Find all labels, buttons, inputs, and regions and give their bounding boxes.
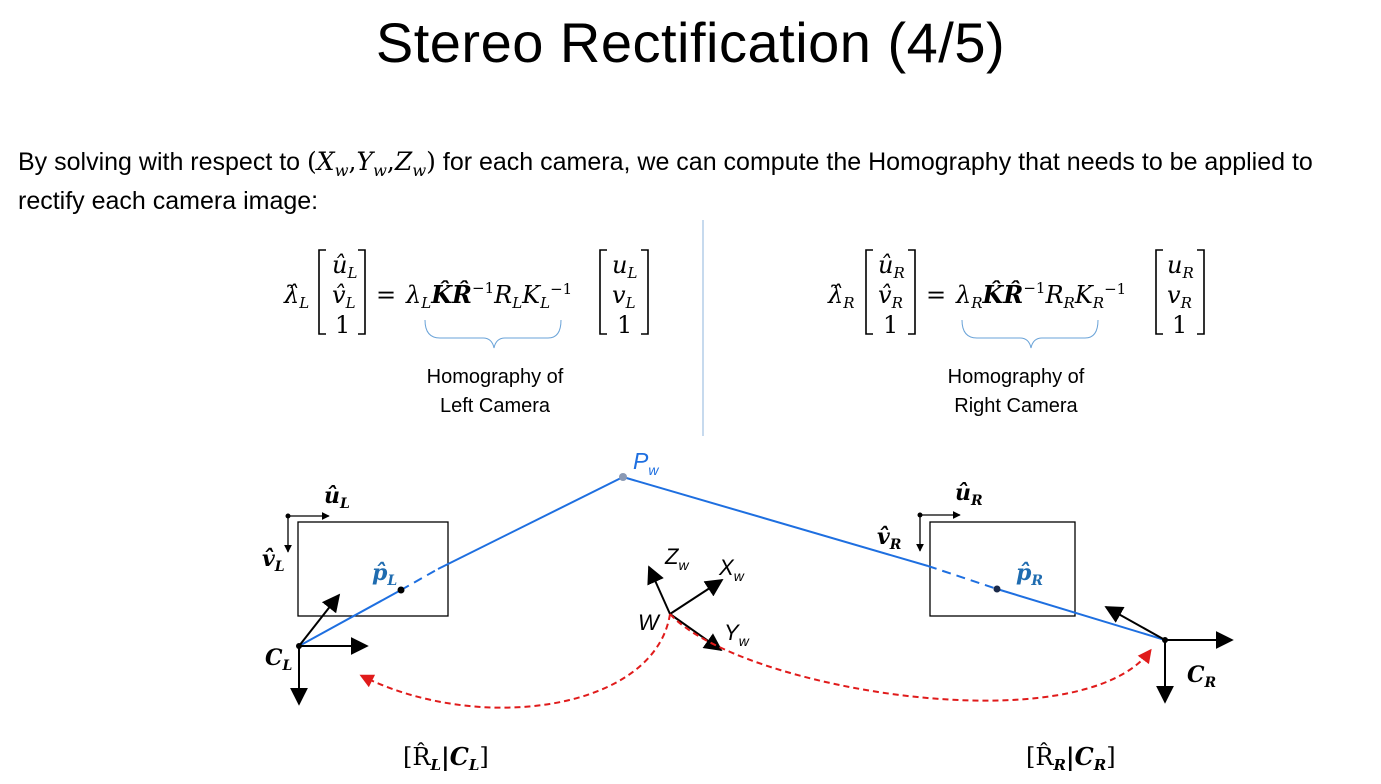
left-bracket2-open [599,249,607,335]
world-origin-label: W [638,610,661,635]
right-vec-hat-v: v̂R [878,281,903,312]
right-equals: = [926,281,946,309]
left-vec-u: uL [612,251,637,282]
right-pose-label: [R̂R|CR] [1026,742,1116,774]
left-vec-hat-one: 1 [335,311,350,339]
right-ray-dashed [927,565,998,590]
left-bracket-close [358,249,366,335]
right-v-label: v̂R [877,524,901,553]
right-homography-terms: λRK̂R̂−1RRKR−1 [955,279,1126,312]
right-vec-hat-u: ûR [878,251,905,282]
right-homography-caption: Homography of Right Camera [916,363,1116,421]
right-vec-hat-one: 1 [883,311,898,339]
right-caption-line2: Right Camera [954,395,1078,417]
right-pose-curve [669,613,1152,702]
left-homography-equation: λ̂L ûL v̂L 1 = λLK̂R̂−1RLKL−1 uL vL 1 [283,249,649,339]
world-point-marker [619,473,627,481]
left-u-label: ûL [324,483,350,512]
right-ray-solid-outer [622,476,929,567]
world-point-label: Pw [633,448,659,478]
slide-title: Stereo Rectification (4/5) [375,11,1006,74]
left-caption-line1: Homography of [426,366,564,388]
intro-tuple-open: ( [307,147,317,176]
left-caption-line2: Left Camera [439,395,551,417]
right-image-plane [929,521,1076,617]
world-z-axis-arrow [647,565,671,615]
right-u-label: ûR [955,480,983,509]
left-vec-hat-v: v̂L [332,281,356,312]
intro-after: for each camera, we can compute the Homo… [18,148,1313,215]
left-pose-label: [R̂L|CL] [403,742,489,774]
left-image-plane [297,521,449,617]
left-lambda-hat: λ̂L [283,281,309,312]
world-x-axis-arrow [669,579,724,615]
world-y-label: Yw [724,620,750,649]
right-vec-v: vR [1167,281,1192,312]
right-ray-solid-inner [996,588,1166,641]
right-camera-center-label: CR [1187,662,1216,691]
left-vec-one: 1 [617,311,632,339]
right-vec-one: 1 [1172,311,1187,339]
intro-tuple-close: ) [426,147,436,176]
right-bracket2-open [1155,249,1163,335]
left-projection-label: p̂L [372,560,397,589]
left-ray-solid-inner [298,589,402,647]
world-x-label: Xw [718,555,745,584]
right-caption-line1: Homography of [947,366,1085,388]
left-ray-dashed [400,568,439,591]
right-underbrace [961,319,1099,349]
right-bracket2-close [1197,249,1205,335]
right-camera-z-arrow [1104,606,1166,641]
right-vec-u: uR [1167,251,1194,282]
left-v-label: v̂L [262,546,285,575]
left-underbrace [424,319,562,349]
right-projection-label: p̂R [1016,560,1043,589]
left-vec-v: vL [612,281,636,312]
right-projection-point [993,585,1001,593]
left-camera-center-label: CL [265,645,293,674]
left-homography-terms: λLK̂R̂−1RLKL−1 [405,279,572,312]
world-z-label: Zw [664,544,689,573]
left-projection-point [397,586,405,594]
left-vec-hat-u: ûL [332,251,357,282]
right-bracket-open [865,249,873,335]
right-bracket-close [908,249,916,335]
intro-xw: Xw [316,147,349,180]
left-equals: = [376,281,396,309]
left-camera-z-arrow [298,593,341,647]
left-pose-curve [359,613,671,709]
left-ray-solid-outer [437,476,624,570]
intro-yw: Yw [356,147,387,180]
right-homography-equation: λ̂R ûR v̂R 1 = λRK̂R̂−1RRKR−1 uR vR 1 [827,249,1205,339]
intro-text: By solving with respect to (Xw,Yw,Zw) fo… [18,147,1313,215]
right-lambda-hat: λ̂R [827,281,855,312]
left-homography-caption: Homography of Left Camera [395,363,595,421]
left-bracket2-close [641,249,649,335]
intro-zw: Zw [394,147,427,180]
intro-before: By solving with respect to [18,148,308,176]
left-bracket-open [318,249,326,335]
